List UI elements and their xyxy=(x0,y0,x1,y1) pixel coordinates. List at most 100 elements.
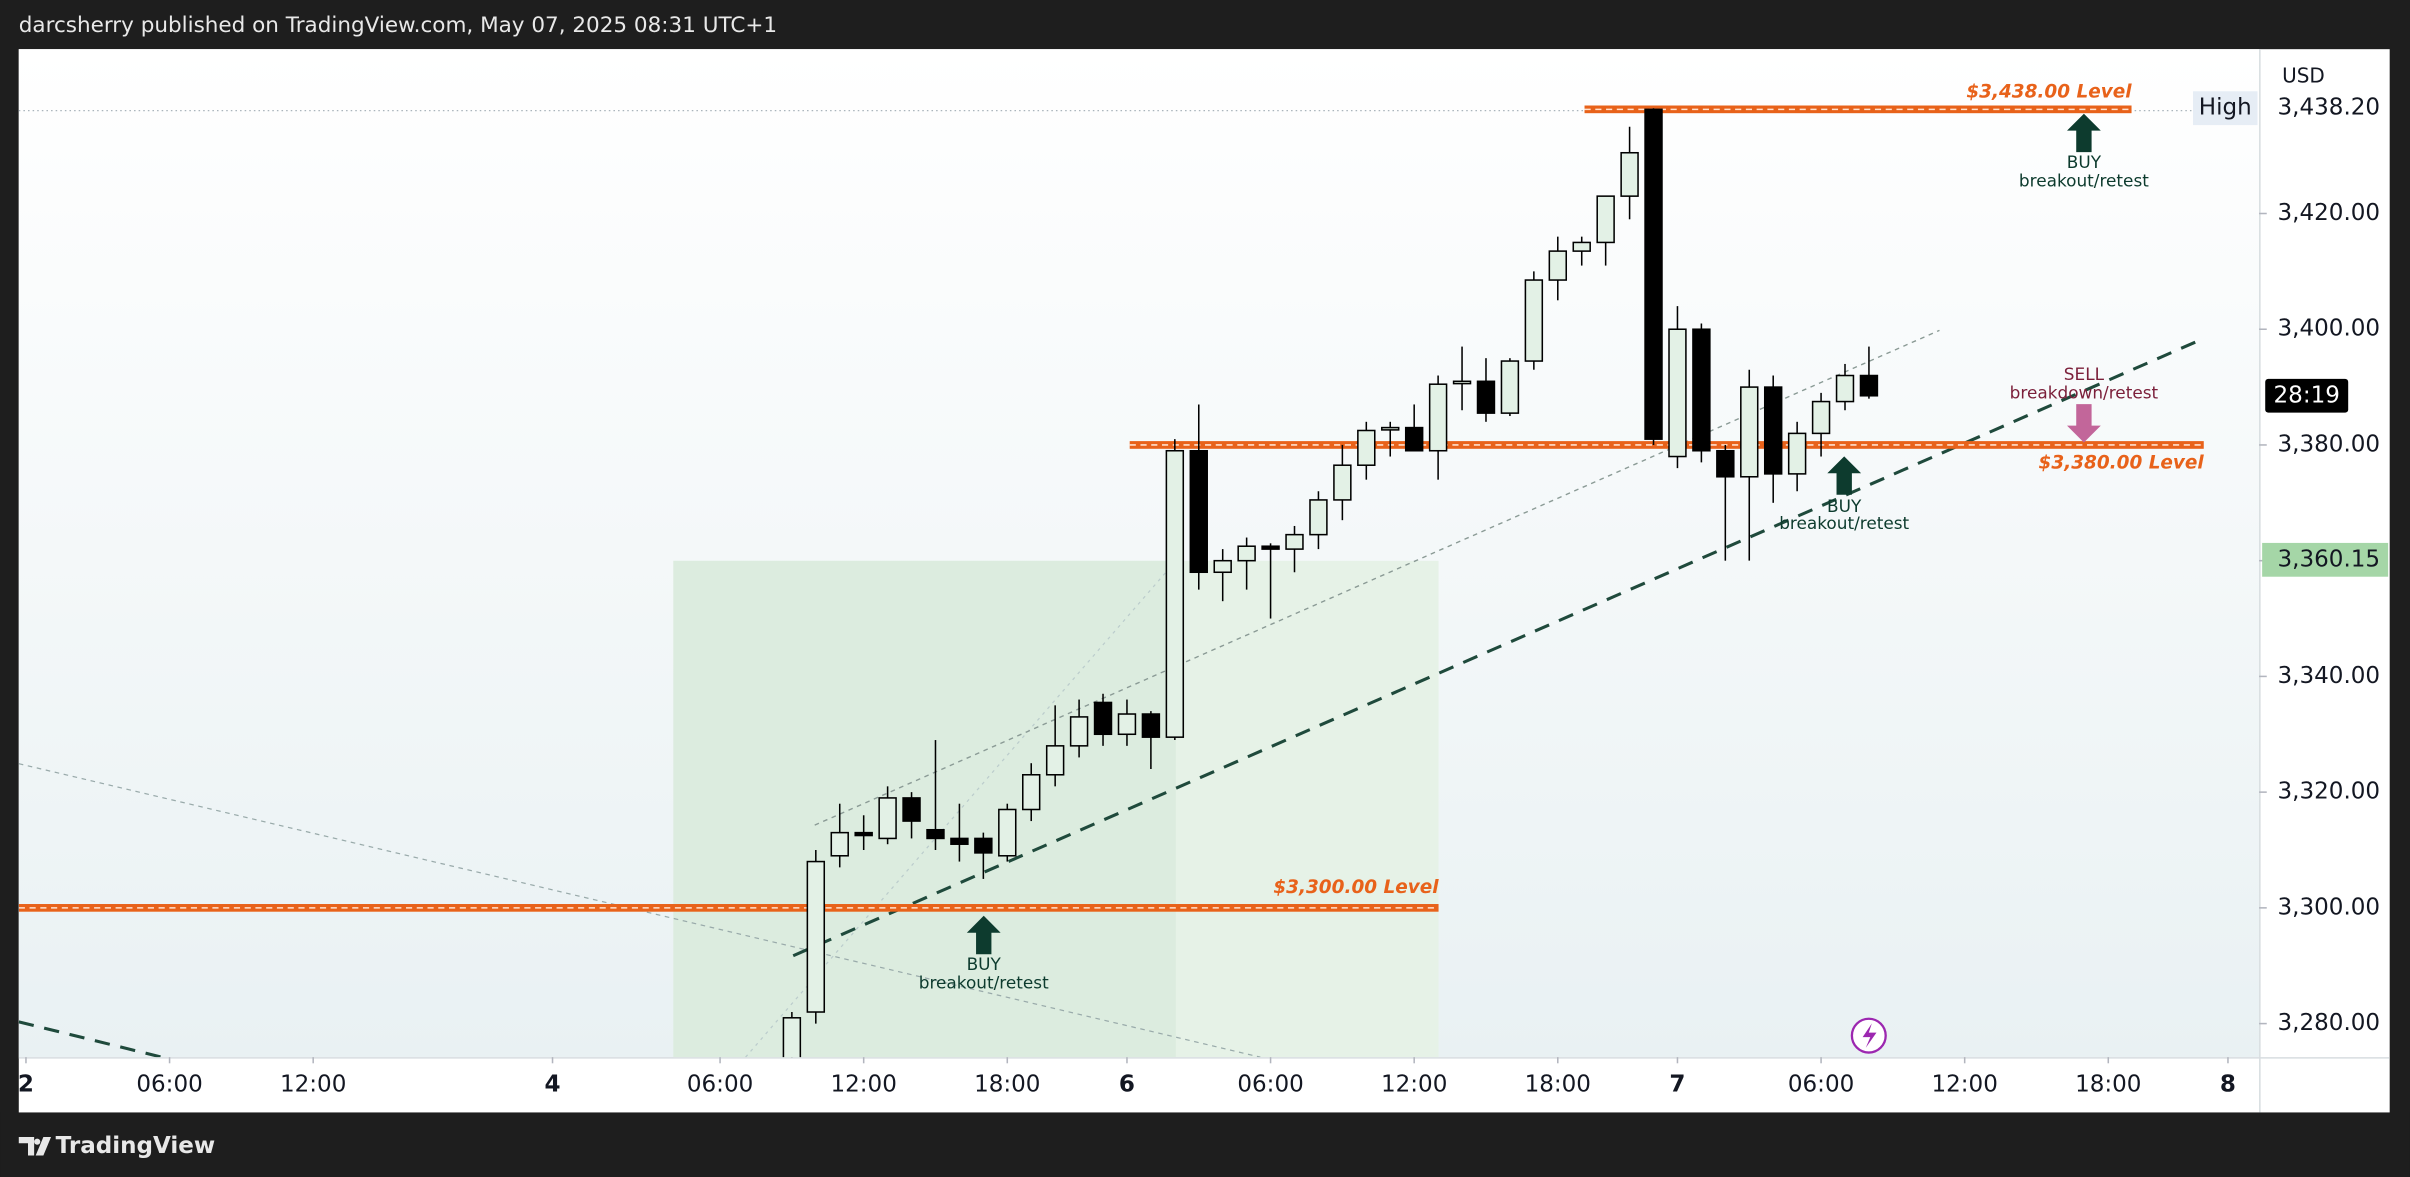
price-marker-label: 3,360.15 xyxy=(2278,546,2381,572)
currency: USD xyxy=(2282,63,2325,87)
x-tick-label: 18:00 xyxy=(974,1071,1040,1097)
candle-body xyxy=(1189,449,1208,574)
x-tick-label: 06:00 xyxy=(687,1071,753,1097)
candle-body xyxy=(998,808,1017,857)
candle-body xyxy=(1668,328,1687,458)
x-tick-label: 06:00 xyxy=(1237,1071,1303,1097)
brand-logo xyxy=(18,1137,52,1156)
candle-body xyxy=(1045,745,1065,776)
high-tag-bg xyxy=(2193,91,2258,126)
candle-body xyxy=(1022,774,1041,811)
candle-body xyxy=(1093,701,1113,736)
candle-body xyxy=(1404,426,1424,452)
signal-action: BUY xyxy=(967,954,1002,974)
signal-note: breakdown/retest xyxy=(2010,382,2159,402)
price-marker-bg xyxy=(2262,542,2389,577)
signal-arrow xyxy=(1827,456,1862,495)
candle-body xyxy=(1476,380,1496,414)
footer xyxy=(0,1112,2410,1177)
candle-body xyxy=(1285,533,1304,550)
x-tick-label: 12:00 xyxy=(280,1071,346,1097)
candle-body xyxy=(1859,374,1879,397)
candle-body xyxy=(1787,432,1807,475)
signal-note: breakout/retest xyxy=(1779,513,1909,533)
candle-body xyxy=(926,828,945,840)
signal-arrow xyxy=(2067,113,2101,153)
level-label: $3,380.00 Level xyxy=(2039,452,2205,473)
x-tick-label: 2 xyxy=(18,1071,34,1097)
candle-body xyxy=(950,837,969,845)
candle-body xyxy=(1835,374,1855,403)
candle-body xyxy=(1740,386,1759,478)
candle-body xyxy=(1069,716,1089,747)
candle-body xyxy=(1644,108,1663,440)
y-tick-label: 3,420.00 xyxy=(2278,200,2381,226)
x-tick-label: 12:00 xyxy=(1931,1071,1997,1097)
x-tick-label: 8 xyxy=(2220,1071,2236,1097)
trend-line xyxy=(792,339,2199,958)
candle-body xyxy=(1117,713,1137,736)
y-tick-label: 3,320.00 xyxy=(2278,779,2381,805)
candle-body xyxy=(1596,195,1615,244)
x-tick-label: 18:00 xyxy=(2075,1071,2141,1097)
candle-body xyxy=(1165,449,1185,738)
zone-part xyxy=(673,560,1176,1058)
level-label: $3,300.00 Level xyxy=(1273,877,1439,898)
x-tick-label: 6 xyxy=(1119,1071,1135,1097)
signal-action: SELL xyxy=(2064,364,2105,384)
x-tick-label: 06:00 xyxy=(136,1071,202,1097)
y-tick-label: 3,380.00 xyxy=(2278,431,2381,457)
candle-body xyxy=(1452,380,1472,385)
candle-body xyxy=(1381,426,1400,431)
x-tick-label: 4 xyxy=(545,1071,561,1097)
candle-body xyxy=(1141,713,1161,738)
x-tick-label: 7 xyxy=(1669,1071,1685,1097)
x-tick-label: 18:00 xyxy=(1525,1071,1591,1097)
candle-body xyxy=(1213,559,1232,574)
candle-body xyxy=(974,837,993,854)
y-tick-label: 3,340.00 xyxy=(2278,663,2381,689)
brand-logo-dot xyxy=(34,1138,41,1145)
x-tick-label: 12:00 xyxy=(1381,1071,1447,1097)
candle-body xyxy=(878,797,897,840)
level-band xyxy=(1129,441,2204,449)
x-tick-label: 06:00 xyxy=(1788,1071,1854,1097)
drawings xyxy=(18,105,2260,1058)
candle-body xyxy=(1572,241,1591,252)
high-tag: High xyxy=(2199,95,2252,121)
high-price-label: 3,438.20 xyxy=(2278,95,2381,121)
candle-body xyxy=(806,860,826,1013)
candle-body xyxy=(1428,383,1448,452)
signal-action: BUY xyxy=(1827,496,1862,516)
candle-body xyxy=(1333,464,1352,501)
signal-arrow xyxy=(966,915,1001,955)
candle-body xyxy=(1309,499,1328,536)
candle-body xyxy=(1237,545,1256,562)
candle-body xyxy=(902,797,921,822)
candle-body xyxy=(1763,386,1783,475)
y-tick-label: 3,400.00 xyxy=(2278,316,2381,342)
candle-body xyxy=(1620,151,1639,197)
event-icon-bolt xyxy=(1862,1023,1877,1048)
candle-body xyxy=(1716,449,1735,478)
countdown: 28:19 xyxy=(2274,382,2340,408)
y-tick-label: 3,300.00 xyxy=(2278,894,2381,920)
candle-body xyxy=(1357,429,1376,466)
candle-body xyxy=(830,831,849,857)
x-tick-label: 12:00 xyxy=(830,1071,896,1097)
y-tick-label: 3,280.00 xyxy=(2278,1010,2381,1036)
signal-note: breakout/retest xyxy=(2019,170,2149,190)
publish-header: darcsherry published on TradingView.com,… xyxy=(19,13,777,38)
candle-body xyxy=(854,831,873,837)
candles xyxy=(782,108,1879,1058)
level-label: $3,438.00 Level xyxy=(1966,81,2132,102)
signal-note: breakout/retest xyxy=(919,972,1049,992)
candle-body xyxy=(1500,360,1520,414)
candle-body xyxy=(1524,279,1544,362)
candle-body xyxy=(1261,545,1280,550)
candle-body xyxy=(1811,400,1831,435)
brand: TradingView xyxy=(56,1133,216,1159)
signal-arrow xyxy=(2067,404,2101,443)
